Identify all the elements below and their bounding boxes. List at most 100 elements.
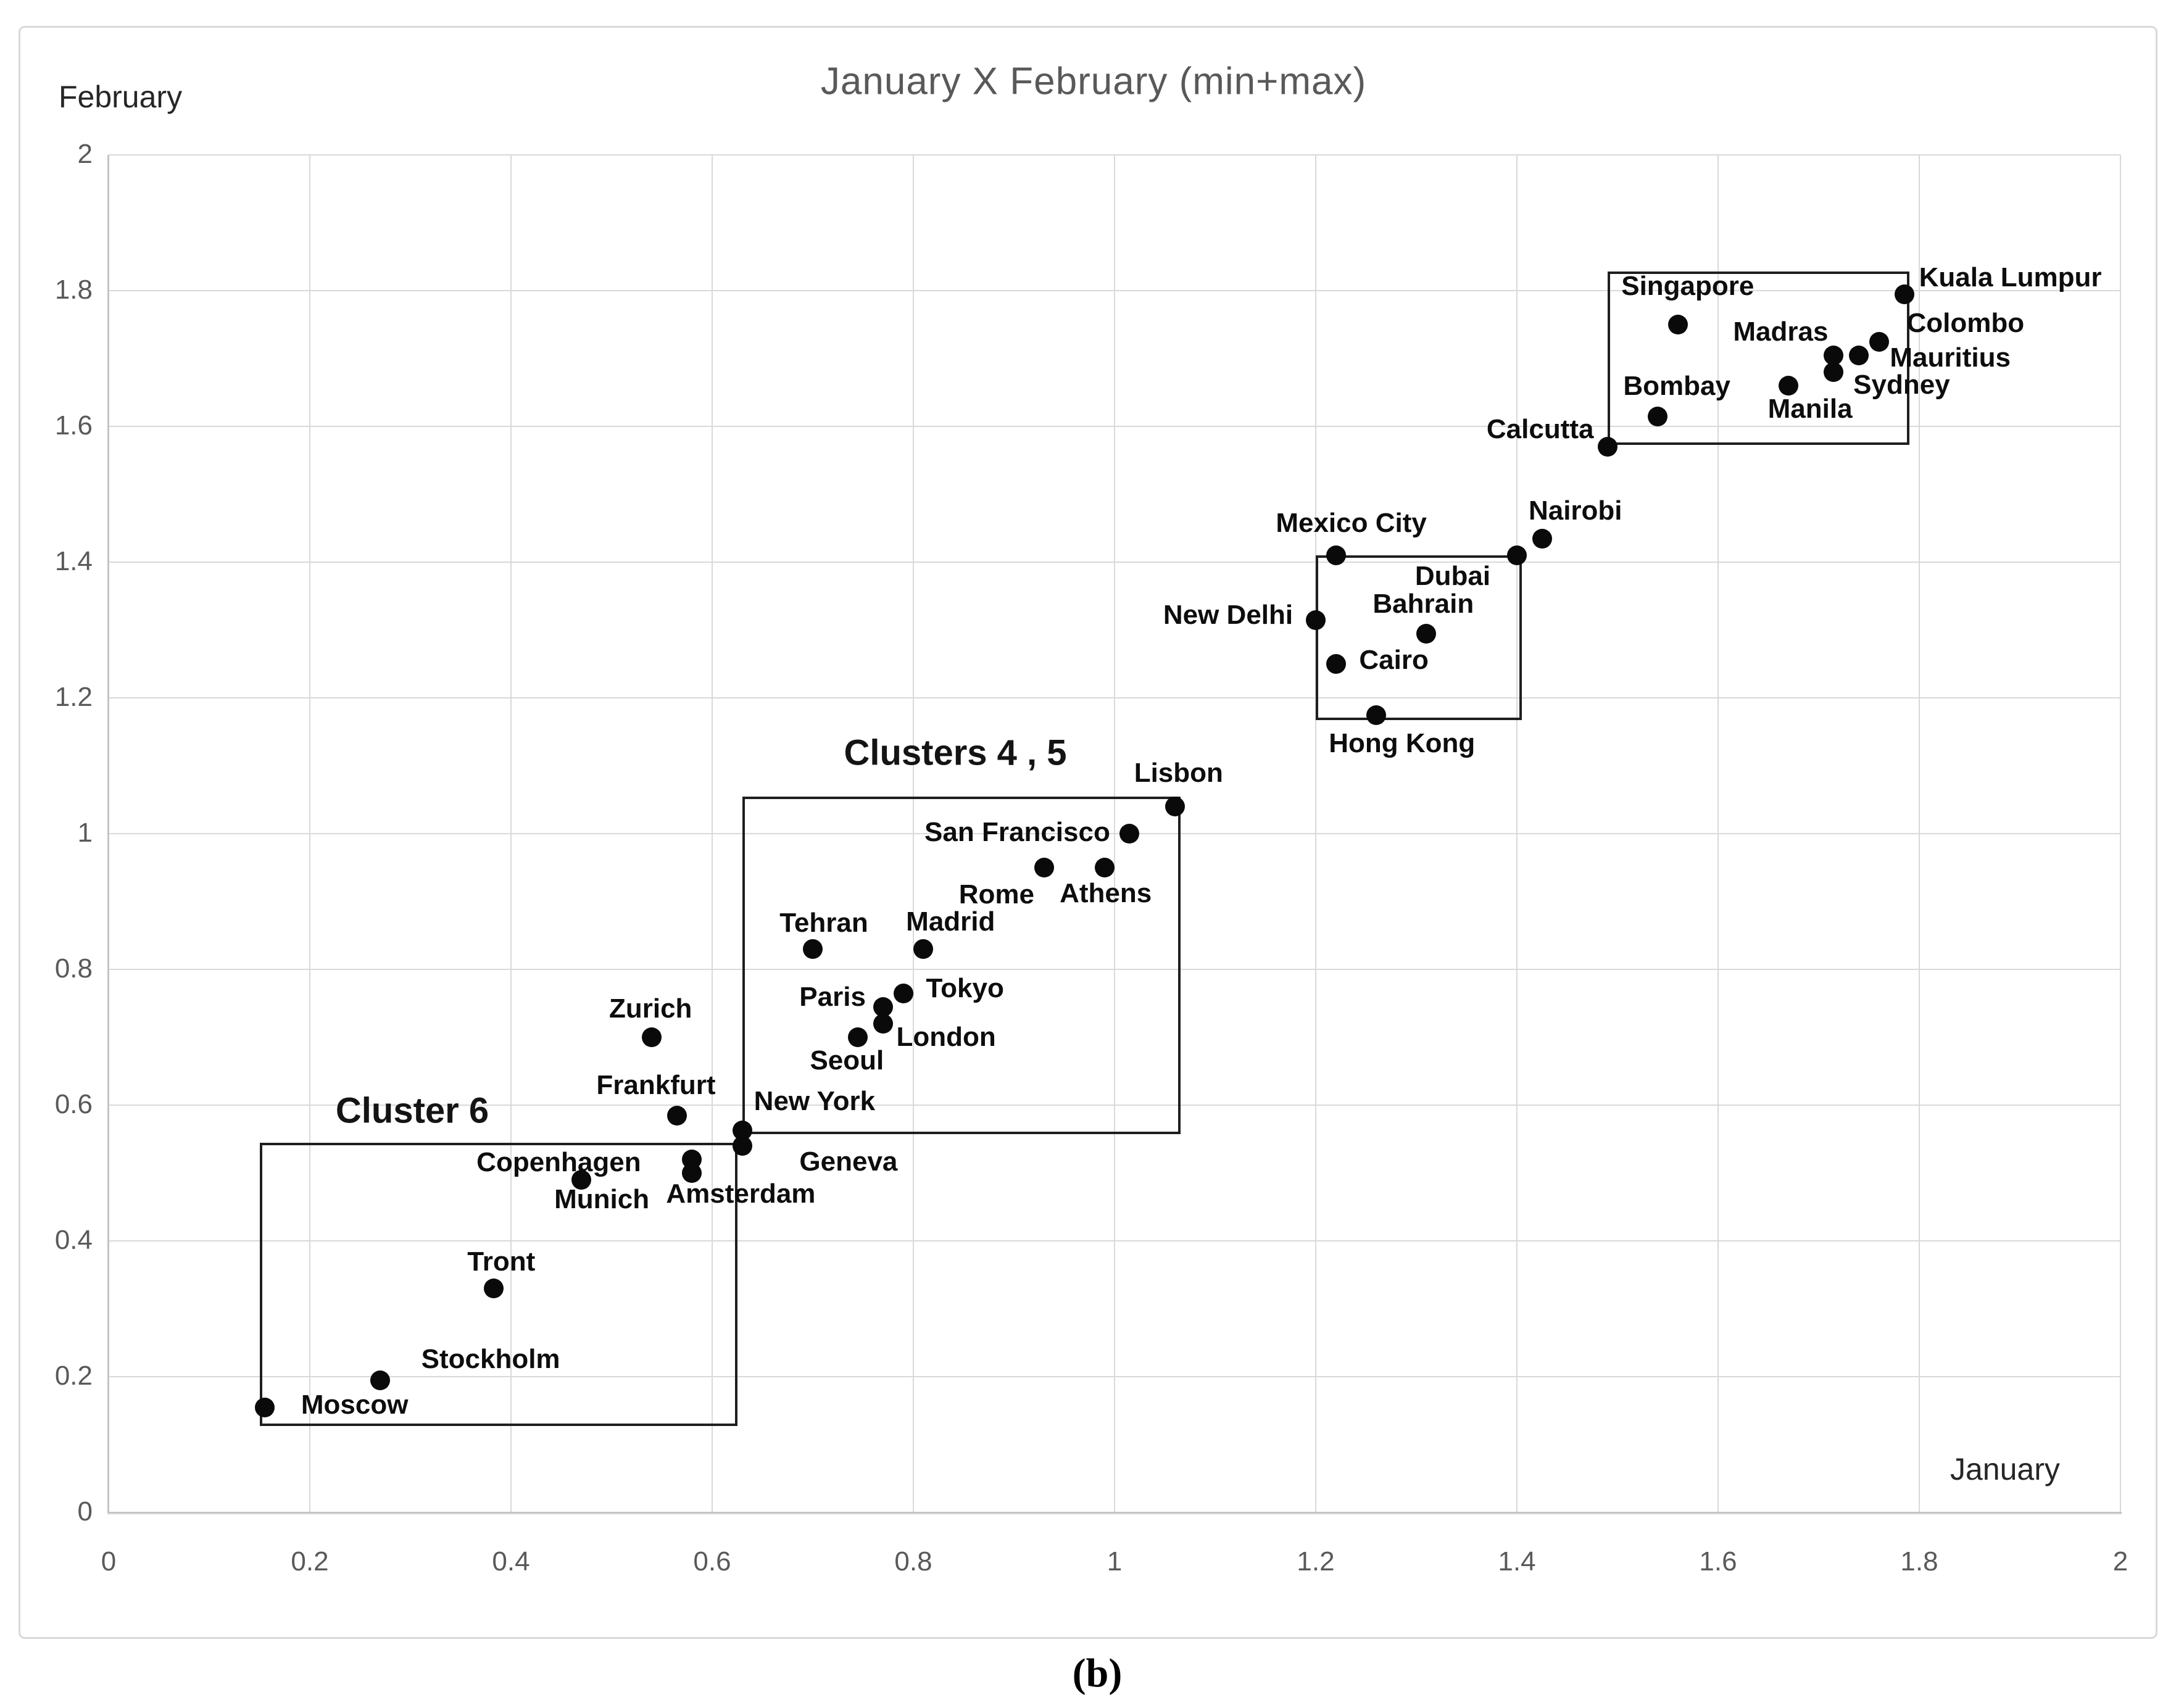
label-new-york: New York (754, 1085, 876, 1116)
y-tick-label: 0.8 (54, 953, 93, 984)
label-moscow: Moscow (301, 1389, 409, 1420)
label-paris: Paris (799, 981, 866, 1012)
x-tick-label: 0 (101, 1546, 117, 1577)
point-madrid (913, 939, 934, 959)
label-copenhagen: Copenhagen (476, 1147, 641, 1177)
label-stockholm: Stockholm (421, 1343, 560, 1374)
point-mexico-city (1326, 545, 1346, 565)
point-london (873, 1014, 894, 1034)
point-frankfurt (667, 1105, 687, 1126)
y-tick-label: 0.2 (54, 1361, 93, 1391)
y-tick-label: 1.6 (54, 410, 93, 441)
label-tehran: Tehran (779, 908, 868, 938)
label-tront: Tront (467, 1246, 536, 1277)
x-axis-line (107, 1512, 2122, 1515)
point-lisbon (1165, 797, 1185, 816)
gridline-vertical (1717, 155, 1719, 1512)
point-athens (1094, 858, 1115, 877)
label-sydney: Sydney (1853, 370, 1950, 400)
label-bahrain: Bahrain (1372, 588, 1474, 619)
x-tick-label: 1.6 (1699, 1546, 1737, 1577)
label-madrid: Madrid (906, 906, 995, 937)
gridline-horizontal (109, 833, 2120, 834)
y-tick-label: 1.4 (54, 546, 93, 576)
point-rome (1034, 858, 1054, 877)
point-nairobi (1532, 528, 1552, 549)
y-tick-label: 0.4 (54, 1225, 93, 1255)
label-munich: Munich (554, 1184, 650, 1214)
point-dubai (1507, 545, 1527, 565)
y-tick-label: 1.8 (54, 275, 93, 305)
point-new-delhi (1306, 610, 1326, 630)
point-madras (1824, 345, 1844, 365)
gridline-vertical (1516, 155, 1518, 1512)
point-paris (873, 997, 894, 1017)
x-tick-label: 1.2 (1297, 1546, 1335, 1577)
label-manila: Manila (1767, 394, 1853, 424)
chart-title: January X February (min+max) (820, 60, 1367, 103)
y-tick-label: 1 (77, 818, 93, 848)
label-new-delhi: New Delhi (1163, 599, 1294, 630)
y-axis-title: February (59, 80, 183, 114)
point-zurich (642, 1027, 662, 1047)
x-tick-label: 0.2 (291, 1546, 329, 1577)
point-stockholm (370, 1370, 391, 1390)
label-bombay: Bombay (1623, 370, 1730, 401)
label-tokyo: Tokyo (926, 972, 1004, 1003)
label-dubai: Dubai (1414, 561, 1491, 591)
x-axis-title: January (1950, 1452, 2060, 1486)
gridline-horizontal (109, 697, 2120, 699)
label-frankfurt: Frankfurt (596, 1069, 716, 1100)
label-zurich: Zurich (608, 993, 692, 1024)
point-moscow (254, 1397, 275, 1417)
label-colombo: Colombo (1906, 307, 2025, 338)
label-san-francisco: San Francisco (924, 817, 1110, 847)
label-rome: Rome (958, 879, 1035, 910)
point-singapore (1667, 315, 1688, 334)
point-tehran (803, 939, 823, 959)
x-tick-label: 1 (1107, 1546, 1123, 1577)
cluster-box-cluster-6 (259, 1142, 737, 1426)
label-nairobi: Nairobi (1528, 495, 1622, 526)
point-calcutta (1597, 437, 1617, 457)
point-bahrain (1416, 623, 1437, 644)
label-london: London (896, 1022, 996, 1052)
point-sydney (1824, 362, 1844, 382)
y-tick-label: 2 (77, 139, 93, 169)
cluster-box (1316, 555, 1522, 720)
point-new-york (732, 1120, 752, 1140)
label-kuala-lumpur: Kuala Lumpur (1919, 262, 2102, 292)
y-tick-label: 1.2 (54, 682, 93, 712)
point-hong-kong (1366, 705, 1386, 725)
cluster-box-clusters-4-5 (742, 796, 1181, 1134)
x-tick-label: 0.6 (693, 1546, 731, 1577)
y-axis-line (107, 155, 109, 1512)
x-tick-label: 0.8 (894, 1546, 932, 1577)
label-hong-kong: Hong Kong (1329, 728, 1476, 758)
point-munich (571, 1170, 592, 1190)
y-tick-label: 0 (77, 1496, 93, 1527)
label-singapore: Singapore (1621, 271, 1755, 301)
point-colombo (1869, 331, 1889, 352)
point-seoul (848, 1027, 868, 1047)
y-tick-label: 0.6 (54, 1089, 93, 1119)
point-amsterdam (682, 1163, 702, 1183)
x-tick-label: 0.4 (492, 1546, 530, 1577)
gridline-vertical (1315, 155, 1316, 1512)
label-geneva: Geneva (799, 1146, 898, 1177)
gridline-horizontal (109, 562, 2120, 563)
label-calcutta: Calcutta (1486, 414, 1594, 444)
point-kuala-lumpur (1894, 284, 1914, 304)
point-tront (484, 1279, 504, 1298)
label-madras: Madras (1733, 316, 1829, 347)
cluster-label-clusters-4-5: Clusters 4 , 5 (844, 732, 1067, 773)
point-cairo (1326, 654, 1346, 674)
point-san-francisco (1119, 824, 1140, 844)
gridline-horizontal (109, 290, 2120, 291)
label-mexico-city: Mexico City (1276, 508, 1427, 538)
gridline-vertical (2120, 155, 2121, 1512)
label-cairo: Cairo (1359, 645, 1429, 675)
chart-frame (19, 26, 2157, 1639)
gridline-horizontal (109, 426, 2120, 427)
figure-caption: (b) (1072, 1651, 1123, 1696)
